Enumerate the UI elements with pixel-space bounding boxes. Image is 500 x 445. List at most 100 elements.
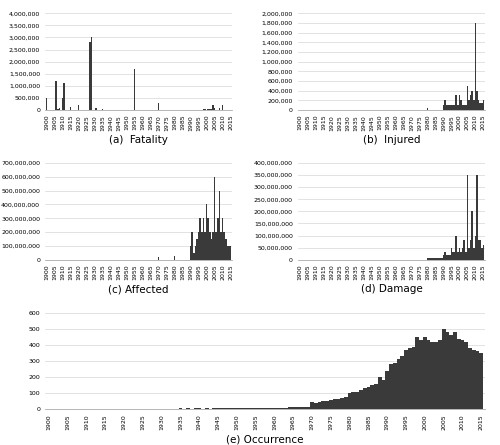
Bar bbox=[448, 255, 449, 260]
Bar bbox=[464, 342, 468, 409]
Bar bbox=[476, 352, 480, 409]
Bar bbox=[258, 408, 261, 409]
Bar bbox=[468, 348, 472, 409]
Bar bbox=[78, 105, 80, 110]
Bar bbox=[352, 392, 356, 409]
Bar bbox=[458, 96, 460, 110]
Bar bbox=[434, 342, 438, 409]
Bar bbox=[481, 247, 482, 260]
Bar bbox=[382, 380, 386, 409]
Bar bbox=[426, 108, 428, 110]
X-axis label: (c) Affected: (c) Affected bbox=[108, 284, 169, 295]
Bar bbox=[457, 339, 460, 409]
Bar bbox=[70, 106, 71, 110]
Bar bbox=[209, 232, 210, 260]
Bar bbox=[209, 109, 210, 110]
Bar bbox=[64, 83, 65, 110]
Bar bbox=[314, 403, 318, 409]
Bar bbox=[202, 218, 204, 260]
Bar bbox=[310, 402, 314, 409]
Bar bbox=[442, 105, 444, 110]
Bar bbox=[449, 255, 450, 260]
Bar bbox=[474, 235, 476, 260]
Bar bbox=[216, 408, 220, 409]
Bar bbox=[404, 350, 408, 409]
Bar bbox=[90, 37, 92, 110]
Bar bbox=[230, 246, 232, 260]
Bar bbox=[254, 408, 258, 409]
Bar bbox=[202, 109, 204, 110]
Bar bbox=[238, 408, 242, 409]
Bar bbox=[292, 407, 295, 409]
Bar bbox=[96, 108, 97, 110]
Bar bbox=[204, 232, 206, 260]
Bar bbox=[446, 332, 450, 409]
Bar bbox=[299, 407, 302, 409]
Bar bbox=[269, 408, 272, 409]
Bar bbox=[58, 108, 60, 110]
Bar bbox=[228, 246, 230, 260]
Bar bbox=[446, 255, 448, 260]
Bar bbox=[204, 109, 206, 110]
Bar bbox=[174, 255, 176, 260]
Bar bbox=[344, 396, 348, 409]
Bar bbox=[436, 259, 438, 260]
Bar bbox=[472, 211, 473, 260]
Bar bbox=[480, 353, 483, 409]
Bar bbox=[476, 175, 478, 260]
Bar bbox=[440, 259, 441, 260]
Bar bbox=[464, 105, 465, 110]
Bar bbox=[158, 257, 160, 260]
Bar bbox=[210, 109, 212, 110]
Bar bbox=[423, 337, 426, 409]
Bar bbox=[102, 109, 104, 110]
Bar bbox=[449, 105, 450, 110]
Bar bbox=[226, 246, 228, 260]
Bar bbox=[329, 400, 332, 409]
Bar bbox=[462, 247, 464, 260]
Bar bbox=[306, 407, 310, 409]
Bar bbox=[482, 245, 484, 260]
Bar bbox=[370, 385, 374, 409]
Bar bbox=[396, 360, 400, 409]
Bar bbox=[218, 190, 220, 260]
Bar bbox=[57, 109, 58, 110]
X-axis label: (b)  Injured: (b) Injured bbox=[362, 135, 420, 145]
Bar bbox=[89, 42, 90, 110]
Bar bbox=[460, 252, 462, 260]
Bar bbox=[416, 337, 419, 409]
Bar bbox=[363, 388, 366, 409]
X-axis label: (d) Damage: (d) Damage bbox=[360, 284, 422, 295]
Bar bbox=[476, 91, 478, 110]
Bar bbox=[332, 399, 336, 409]
Bar bbox=[214, 108, 216, 110]
Bar bbox=[482, 100, 484, 110]
Bar bbox=[412, 347, 416, 409]
Bar bbox=[393, 363, 396, 409]
Bar bbox=[224, 232, 225, 260]
Bar bbox=[322, 401, 325, 409]
Bar bbox=[457, 105, 458, 110]
Bar bbox=[452, 252, 454, 260]
Bar bbox=[366, 387, 370, 409]
Bar bbox=[474, 23, 476, 110]
Bar bbox=[457, 252, 458, 260]
X-axis label: (a)  Fatality: (a) Fatality bbox=[109, 135, 168, 145]
Bar bbox=[446, 105, 448, 110]
Bar bbox=[250, 408, 254, 409]
Bar bbox=[458, 247, 460, 260]
Bar bbox=[466, 175, 468, 260]
Bar bbox=[325, 400, 329, 409]
Bar bbox=[206, 204, 208, 260]
Bar bbox=[470, 96, 472, 110]
Bar bbox=[470, 240, 472, 260]
Bar bbox=[280, 408, 284, 409]
Bar bbox=[426, 340, 430, 409]
Bar bbox=[222, 105, 224, 110]
Bar bbox=[460, 100, 462, 110]
Bar bbox=[225, 239, 226, 260]
Bar bbox=[46, 98, 48, 110]
Bar bbox=[434, 259, 436, 260]
Bar bbox=[481, 103, 482, 110]
Bar bbox=[473, 247, 474, 260]
